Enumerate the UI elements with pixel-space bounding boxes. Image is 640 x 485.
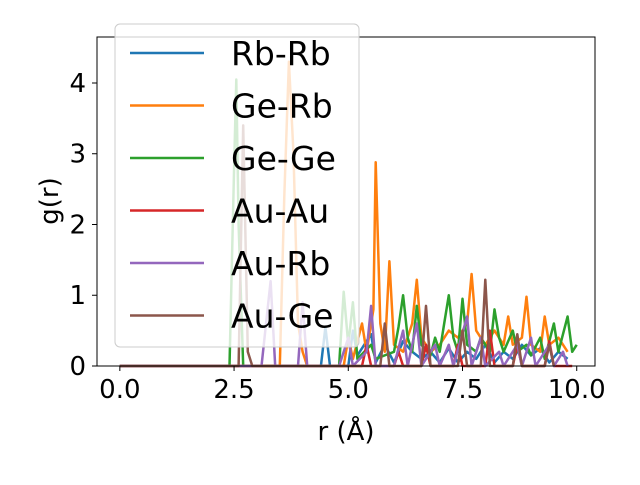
- legend: Rb-Rb Ge-Rb Ge-Ge Au-Au Au-Rb Au-Ge: [114, 23, 360, 348]
- legend-label-rb-rb: Rb-Rb: [231, 34, 331, 73]
- y-tick-label: 4: [69, 69, 86, 99]
- x-tick-label: 0.0: [99, 375, 140, 405]
- legend-items: Rb-Rb Ge-Rb Ge-Ge Au-Au Au-Rb Au-Ge: [130, 34, 336, 336]
- x-axis-label: r (Å): [317, 415, 374, 447]
- y-tick-label: 3: [69, 140, 86, 170]
- y-tick-label: 0: [69, 352, 86, 382]
- legend-label-au-rb: Au-Rb: [231, 244, 330, 283]
- x-axis: 0.0 2.5 5.0 7.5 10.0: [99, 366, 606, 405]
- legend-label-au-ge: Au-Ge: [231, 297, 333, 336]
- legend-label-ge-rb: Ge-Rb: [231, 87, 333, 126]
- y-axis: 0 1 2 3 4: [69, 69, 97, 382]
- x-tick-label: 2.5: [213, 375, 254, 405]
- x-tick-label: 7.5: [442, 375, 483, 405]
- y-axis-label: g(r): [35, 177, 65, 224]
- legend-label-ge-ge: Ge-Ge: [231, 139, 336, 178]
- y-tick-label: 2: [69, 210, 86, 240]
- x-tick-label: 10.0: [548, 375, 606, 405]
- x-tick-label: 5.0: [328, 375, 369, 405]
- y-tick-label: 1: [69, 281, 86, 311]
- legend-label-au-au: Au-Au: [231, 192, 329, 231]
